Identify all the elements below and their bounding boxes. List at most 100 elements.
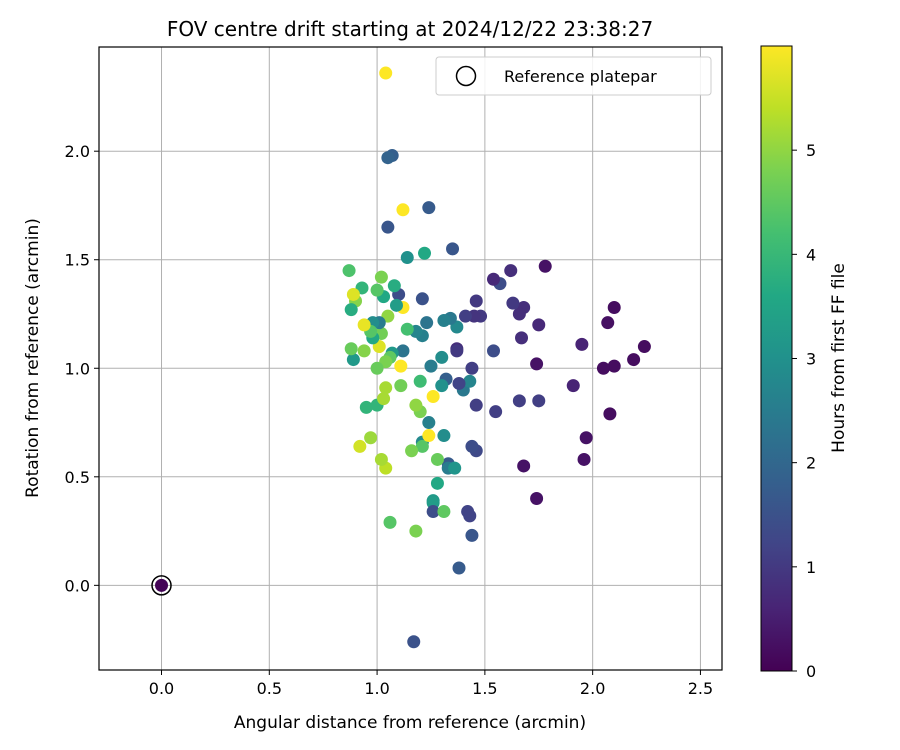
reference-point xyxy=(155,578,169,592)
colorbar-tick-label: 0 xyxy=(806,662,816,681)
data-point xyxy=(381,151,395,165)
data-point xyxy=(387,279,401,293)
x-axis-ticks: 0.0 0.5 1.0 1.5 2.0 2.5 xyxy=(149,670,713,698)
y-axis-ticks: 0.0 0.5 1.0 1.5 2.0 xyxy=(65,142,99,595)
plot-frame xyxy=(98,46,723,671)
data-point xyxy=(450,344,464,358)
data-point xyxy=(601,316,615,330)
data-point xyxy=(394,379,408,393)
data-point xyxy=(357,318,371,332)
legend: Reference platepar xyxy=(435,56,712,96)
data-point xyxy=(413,374,427,388)
data-point xyxy=(446,242,460,256)
data-point xyxy=(566,379,580,393)
data-point xyxy=(437,429,451,443)
colorbar-tick-label: 3 xyxy=(806,350,816,369)
reference-marker-layer xyxy=(151,575,172,596)
data-point xyxy=(437,505,451,519)
data-point xyxy=(596,361,610,375)
data-point xyxy=(342,264,356,278)
data-point xyxy=(517,459,531,473)
data-point xyxy=(637,340,651,354)
y-tick-label: 2.0 xyxy=(65,142,90,161)
data-point xyxy=(357,344,371,358)
data-point xyxy=(465,361,479,375)
data-point xyxy=(383,515,397,529)
colorbar-ticks: 0 1 2 3 4 5 xyxy=(792,141,816,681)
data-point xyxy=(389,298,403,312)
x-tick-label: 2.0 xyxy=(580,679,605,698)
data-point xyxy=(530,492,544,506)
data-point xyxy=(420,316,434,330)
data-point xyxy=(435,350,449,364)
data-point xyxy=(515,331,529,345)
data-point xyxy=(607,300,621,314)
data-point xyxy=(353,439,367,453)
data-point xyxy=(379,381,393,395)
colorbar xyxy=(760,45,793,672)
data-point xyxy=(463,374,477,388)
x-tick-label: 1.0 xyxy=(364,679,389,698)
data-point xyxy=(465,439,479,453)
data-point xyxy=(370,283,384,297)
data-point xyxy=(469,294,483,308)
data-point xyxy=(409,398,423,412)
y-axis-label: Rotation from reference (arcmin) xyxy=(23,218,43,498)
data-point xyxy=(437,314,451,328)
x-tick-label: 0.5 xyxy=(257,679,282,698)
reference-ring xyxy=(151,575,172,596)
legend-marker-reference xyxy=(455,65,477,87)
data-point xyxy=(435,379,449,393)
data-point xyxy=(415,439,429,453)
data-point xyxy=(422,416,436,430)
data-point xyxy=(486,344,500,358)
data-point xyxy=(400,322,414,336)
data-point xyxy=(577,452,591,466)
data-point xyxy=(452,561,466,575)
data-point xyxy=(530,357,544,371)
y-tick-label: 1.5 xyxy=(65,251,90,270)
data-point xyxy=(448,461,462,475)
data-point xyxy=(346,287,360,301)
data-point xyxy=(430,452,444,466)
data-point xyxy=(607,359,621,373)
data-points xyxy=(342,66,651,649)
legend-box xyxy=(435,56,712,96)
data-point xyxy=(409,524,423,538)
colorbar-tick-label: 4 xyxy=(806,245,816,264)
data-point xyxy=(424,359,438,373)
data-point xyxy=(486,272,500,286)
data-point xyxy=(575,337,589,351)
data-point xyxy=(452,376,466,390)
data-point xyxy=(359,400,373,414)
data-point xyxy=(374,270,388,284)
data-point xyxy=(405,444,419,458)
y-tick-label: 0.0 xyxy=(65,576,90,595)
data-point xyxy=(344,342,358,356)
data-point xyxy=(426,505,440,519)
data-point xyxy=(430,476,444,490)
data-point xyxy=(504,264,518,278)
data-point xyxy=(426,389,440,403)
data-point xyxy=(422,201,436,215)
x-tick-label: 0.0 xyxy=(149,679,174,698)
data-point xyxy=(512,307,526,321)
data-point xyxy=(506,296,520,310)
chart-title: FOV centre drift starting at 2024/12/22 … xyxy=(167,17,653,41)
data-point xyxy=(532,394,546,408)
colorbar-label: Hours from first FF file xyxy=(829,263,849,453)
x-tick-label: 2.5 xyxy=(688,679,713,698)
data-point xyxy=(344,303,358,317)
data-point xyxy=(346,353,360,367)
colorbar-tick-label: 2 xyxy=(806,454,816,473)
data-point xyxy=(370,361,384,375)
y-tick-label: 1.0 xyxy=(65,359,90,378)
data-point xyxy=(422,429,436,443)
data-point xyxy=(394,359,408,373)
legend-entry-reference: Reference platepar xyxy=(504,67,657,86)
data-point xyxy=(603,407,617,421)
data-point xyxy=(377,392,391,406)
data-point xyxy=(538,259,552,273)
data-point xyxy=(379,66,393,80)
data-point xyxy=(532,318,546,332)
